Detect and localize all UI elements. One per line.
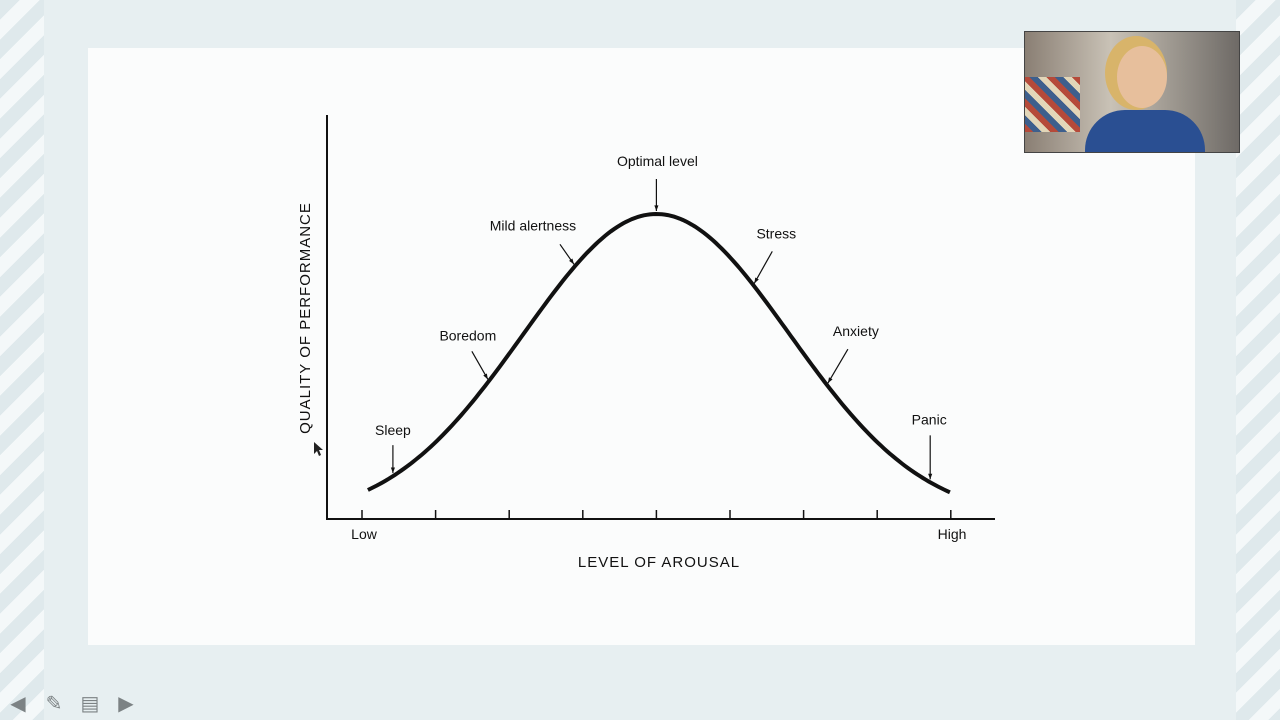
y-axis-label: QUALITY OF PERFORMANCE bbox=[297, 202, 314, 434]
notes-icon[interactable]: ▤ bbox=[80, 692, 100, 715]
annotation-label: Anxiety bbox=[833, 323, 879, 339]
webcam-video bbox=[1024, 31, 1240, 153]
annotation-arrow bbox=[827, 348, 849, 384]
x-tick-label-high: High bbox=[938, 526, 967, 542]
left-stripe-decoration bbox=[0, 0, 44, 720]
pencil-icon[interactable]: ✎ bbox=[45, 692, 63, 715]
x-axis-label: LEVEL OF AROUSAL bbox=[578, 554, 740, 571]
right-stripe-decoration bbox=[1236, 0, 1280, 720]
annotation-label: Stress bbox=[756, 225, 796, 241]
annotation-arrowhead bbox=[754, 277, 759, 284]
annotation-arrowhead bbox=[483, 373, 488, 380]
annotation-arrowhead bbox=[928, 473, 933, 480]
annotation-label: Sleep bbox=[375, 422, 411, 438]
presenter-body bbox=[1085, 110, 1205, 152]
slide bbox=[88, 48, 1195, 645]
annotation-label: Mild alertness bbox=[490, 217, 576, 233]
arrow-left-icon[interactable]: ◀ bbox=[10, 692, 26, 715]
presenter-head bbox=[1117, 46, 1167, 108]
x-tick-label-low: Low bbox=[351, 526, 378, 542]
annotation-arrowhead bbox=[569, 258, 574, 265]
annotation-arrowhead bbox=[827, 377, 833, 384]
performance-curve bbox=[367, 211, 951, 495]
slide-navigation: ◀ ✎ ▤ ▶ bbox=[6, 692, 138, 715]
wall-poster bbox=[1025, 77, 1080, 132]
mouse-cursor-icon bbox=[314, 442, 323, 456]
arrow-right-icon[interactable]: ▶ bbox=[118, 692, 134, 715]
annotation-arrowhead bbox=[654, 205, 659, 211]
annotation-label: Panic bbox=[912, 411, 947, 427]
annotation-label: Optimal level bbox=[617, 153, 698, 169]
annotation-arrowhead bbox=[390, 467, 395, 474]
annotation-arrow bbox=[753, 251, 773, 284]
annotation-label: Boredom bbox=[439, 327, 496, 343]
